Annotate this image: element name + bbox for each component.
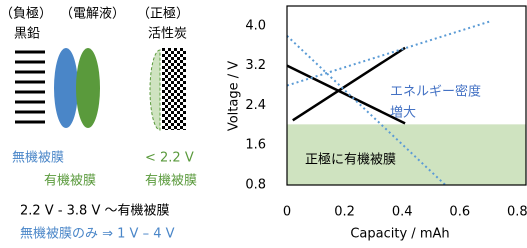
figure: （負極） （電解液） （正極） 黒鉛 活性炭 無機被膜 有機被膜 < 2.2 V…: [0, 0, 527, 248]
organic-film-shape: [76, 48, 100, 128]
annotation: 増大: [390, 106, 416, 121]
activated-carbon: [162, 48, 186, 130]
electrolyte-label: （電解液）: [60, 7, 125, 22]
inorganic-film-shape: [54, 48, 78, 128]
y-tick-label: 1.6: [245, 138, 266, 153]
series-line: [287, 21, 491, 86]
graphite-layers: [15, 52, 45, 122]
x-tick-label: 0.8: [507, 205, 527, 220]
x-tick-label: 0.4: [392, 205, 413, 220]
annotation: エネルギー密度: [390, 84, 481, 100]
x-tick-label: 0.2: [334, 205, 355, 220]
x-axis-label: Capacity / mAh: [350, 227, 449, 242]
series-line: [293, 48, 405, 121]
carbon-label: 活性炭: [148, 27, 187, 42]
y-tick-label: 4.0: [245, 18, 266, 33]
region-label: 正極に有機被膜: [305, 152, 396, 168]
y-axis-label: Voltage / V: [227, 61, 242, 131]
x-tick-label: 0.6: [449, 205, 470, 220]
y-tick-label: 0.8: [245, 178, 266, 193]
range-organic: 2.2 V - 3.8 V ～有機被膜: [20, 204, 170, 219]
organic-film-label: 有機被膜: [44, 174, 96, 189]
y-tick-label: 3.2: [245, 58, 266, 73]
anode-label: （負極）: [0, 6, 52, 22]
chart: 正極に有機被膜 0.8 1.6 2.4 3.2 4.0 0 0.2 0.4 0.6 0.8 Capac…: [227, 6, 527, 242]
cathode-voltage: < 2.2 V: [145, 151, 194, 166]
y-tick-label: 2.4: [245, 98, 266, 113]
series-line: [287, 66, 405, 124]
page: {"diagram": {"labels": {"anode": "（負極）",…: [0, 0, 527, 248]
inorganic-film-label: 無機被膜: [12, 151, 64, 166]
graphite-label: 黒鉛: [14, 27, 40, 42]
range-inorganic: 無機被膜のみ ⇒ 1 V – 4 V: [20, 227, 175, 242]
cathode-film-label: 有機被膜: [145, 174, 197, 189]
x-tick-label: 0: [283, 205, 291, 220]
cathode-label: （正極）: [137, 6, 189, 22]
cathode-film-shape: [150, 50, 160, 130]
